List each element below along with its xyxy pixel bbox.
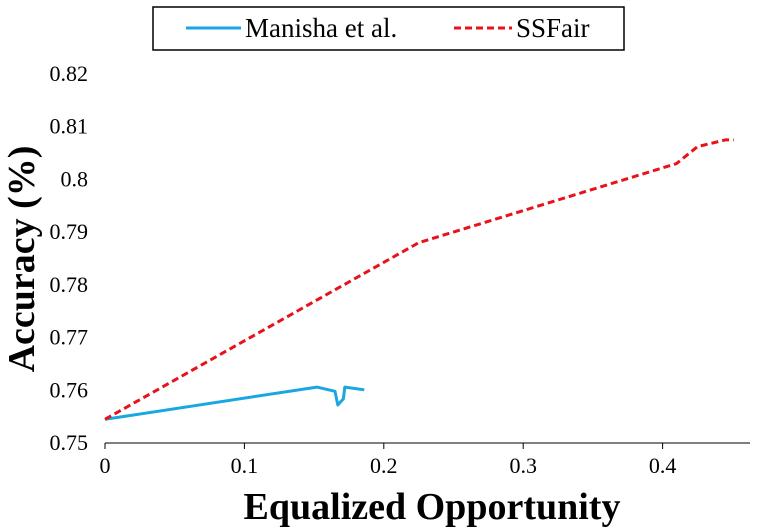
y-tick-label: 0.78 (50, 272, 89, 297)
legend: Manisha et al. SSFair (152, 6, 625, 51)
y-tick-label: 0.75 (50, 430, 89, 455)
y-ticks: 0.75 0.76 0.77 0.78 0.79 0.8 0.81 0.82 (50, 61, 89, 455)
x-axis-label: Equalized Opportunity (244, 486, 621, 528)
y-tick-label: 0.8 (61, 166, 89, 191)
x-ticks: 0 0.1 0.2 0.3 0.4 (100, 443, 677, 478)
y-tick-label: 0.79 (50, 219, 89, 244)
x-tick-label: 0.3 (509, 453, 537, 478)
series-layer (104, 138, 734, 421)
x-tick-label: 0 (100, 453, 111, 478)
y-tick-label: 0.77 (50, 325, 89, 350)
x-tick-label: 0.1 (231, 453, 259, 478)
y-tick-label: 0.81 (50, 114, 89, 139)
x-tick-label: 0.2 (370, 453, 398, 478)
y-tick-label: 0.82 (50, 61, 89, 86)
y-tick-label: 0.76 (50, 377, 89, 402)
x-tick-label: 0.4 (649, 453, 677, 478)
series-line-1 (104, 138, 734, 421)
axes: 0 0.1 0.2 0.3 0.4 0.75 0.76 0.77 0.78 0.79 0.8 0.8… (50, 61, 750, 478)
series-line-0 (104, 385, 365, 421)
legend-label-series-0: Manisha et al. (245, 13, 397, 43)
y-axis-label: Accuracy (%) (1, 146, 43, 373)
legend-label-series-1: SSFair (516, 13, 590, 43)
